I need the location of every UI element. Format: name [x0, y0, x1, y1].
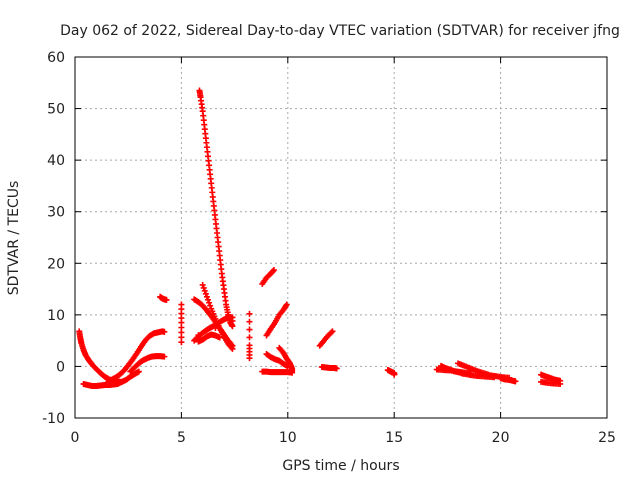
data-point	[246, 326, 253, 333]
data-point	[178, 339, 185, 346]
series-arc-b-low	[80, 368, 142, 390]
data-point	[333, 365, 340, 372]
data-point	[205, 296, 211, 303]
data-point	[557, 380, 564, 387]
data-point	[329, 328, 336, 335]
series-arc-c-rise	[103, 328, 168, 386]
grid-lines	[75, 57, 607, 418]
data-point	[491, 374, 498, 381]
y-axis-label: SDTVAR / TECUs	[6, 181, 22, 296]
data-point	[216, 334, 223, 341]
x-tick-label: 0	[71, 430, 80, 446]
data-point	[229, 345, 236, 352]
x-tick-label: 20	[492, 430, 510, 446]
y-tick-label: -10	[42, 411, 65, 427]
data-point	[201, 287, 208, 294]
y-tick-label: 20	[47, 256, 65, 272]
y-tick-label: 10	[47, 308, 65, 324]
data-point	[207, 302, 214, 309]
data-point	[229, 323, 236, 330]
series-arc-f-spike	[196, 87, 236, 330]
series-arc-o-flat	[259, 368, 296, 376]
series-arc-p	[316, 328, 336, 349]
series-arc-w	[497, 375, 519, 385]
data-point	[206, 299, 213, 306]
data-point	[161, 328, 168, 335]
y-tick-labels: -10 0 10 20 30 40 50 60	[42, 50, 65, 427]
data-point	[283, 301, 290, 308]
data-point	[246, 310, 253, 317]
data-point	[270, 266, 277, 273]
series-arc-d-mid	[127, 353, 168, 375]
data-points	[76, 87, 564, 390]
data-point	[199, 281, 206, 288]
series-arc-k-high	[259, 266, 277, 287]
y-tick-label: 40	[47, 153, 65, 169]
data-point	[203, 293, 210, 300]
data-point	[202, 290, 209, 297]
y-tick-label: 30	[47, 205, 65, 221]
series-arc-i-steep	[199, 281, 236, 352]
x-tick-label: 10	[279, 430, 297, 446]
series-arc-v	[459, 370, 498, 381]
x-tick-label: 5	[177, 430, 186, 446]
data-point	[246, 355, 253, 362]
y-tick-label: 0	[56, 359, 65, 375]
y-tick-label: 50	[47, 102, 65, 118]
x-axis-label: GPS time / hours	[282, 458, 399, 474]
chart-title: Day 062 of 2022, Sidereal Day-to-day VTE…	[60, 23, 620, 39]
data-point	[229, 317, 236, 324]
series-arc-j-low	[195, 331, 223, 345]
series-isolated	[178, 301, 253, 362]
x-tick-label: 15	[385, 430, 403, 446]
data-point	[135, 368, 142, 375]
series-arc-l-rise	[263, 301, 290, 339]
x-tick-label: 25	[598, 430, 616, 446]
data-point	[212, 325, 219, 332]
axis-ticks	[74, 56, 608, 419]
y-tick-label: 60	[47, 50, 65, 66]
series-arc-y	[538, 378, 564, 387]
data-point	[195, 332, 202, 339]
plot-frame	[74, 56, 608, 419]
data-point	[163, 296, 170, 303]
data-point	[161, 353, 168, 360]
data-point	[246, 318, 253, 325]
x-tick-labels: 0 5 10 15 20 25	[71, 430, 616, 446]
data-point	[246, 334, 253, 341]
series-arc-e-short	[157, 293, 170, 303]
series-arc-r	[384, 367, 398, 378]
series-arc-q	[318, 363, 340, 372]
series-arc-m-fall	[263, 351, 291, 370]
data-point	[289, 369, 296, 376]
data-point	[512, 378, 519, 385]
data-point	[200, 284, 207, 291]
data-point	[328, 329, 335, 336]
data-point	[391, 371, 398, 378]
